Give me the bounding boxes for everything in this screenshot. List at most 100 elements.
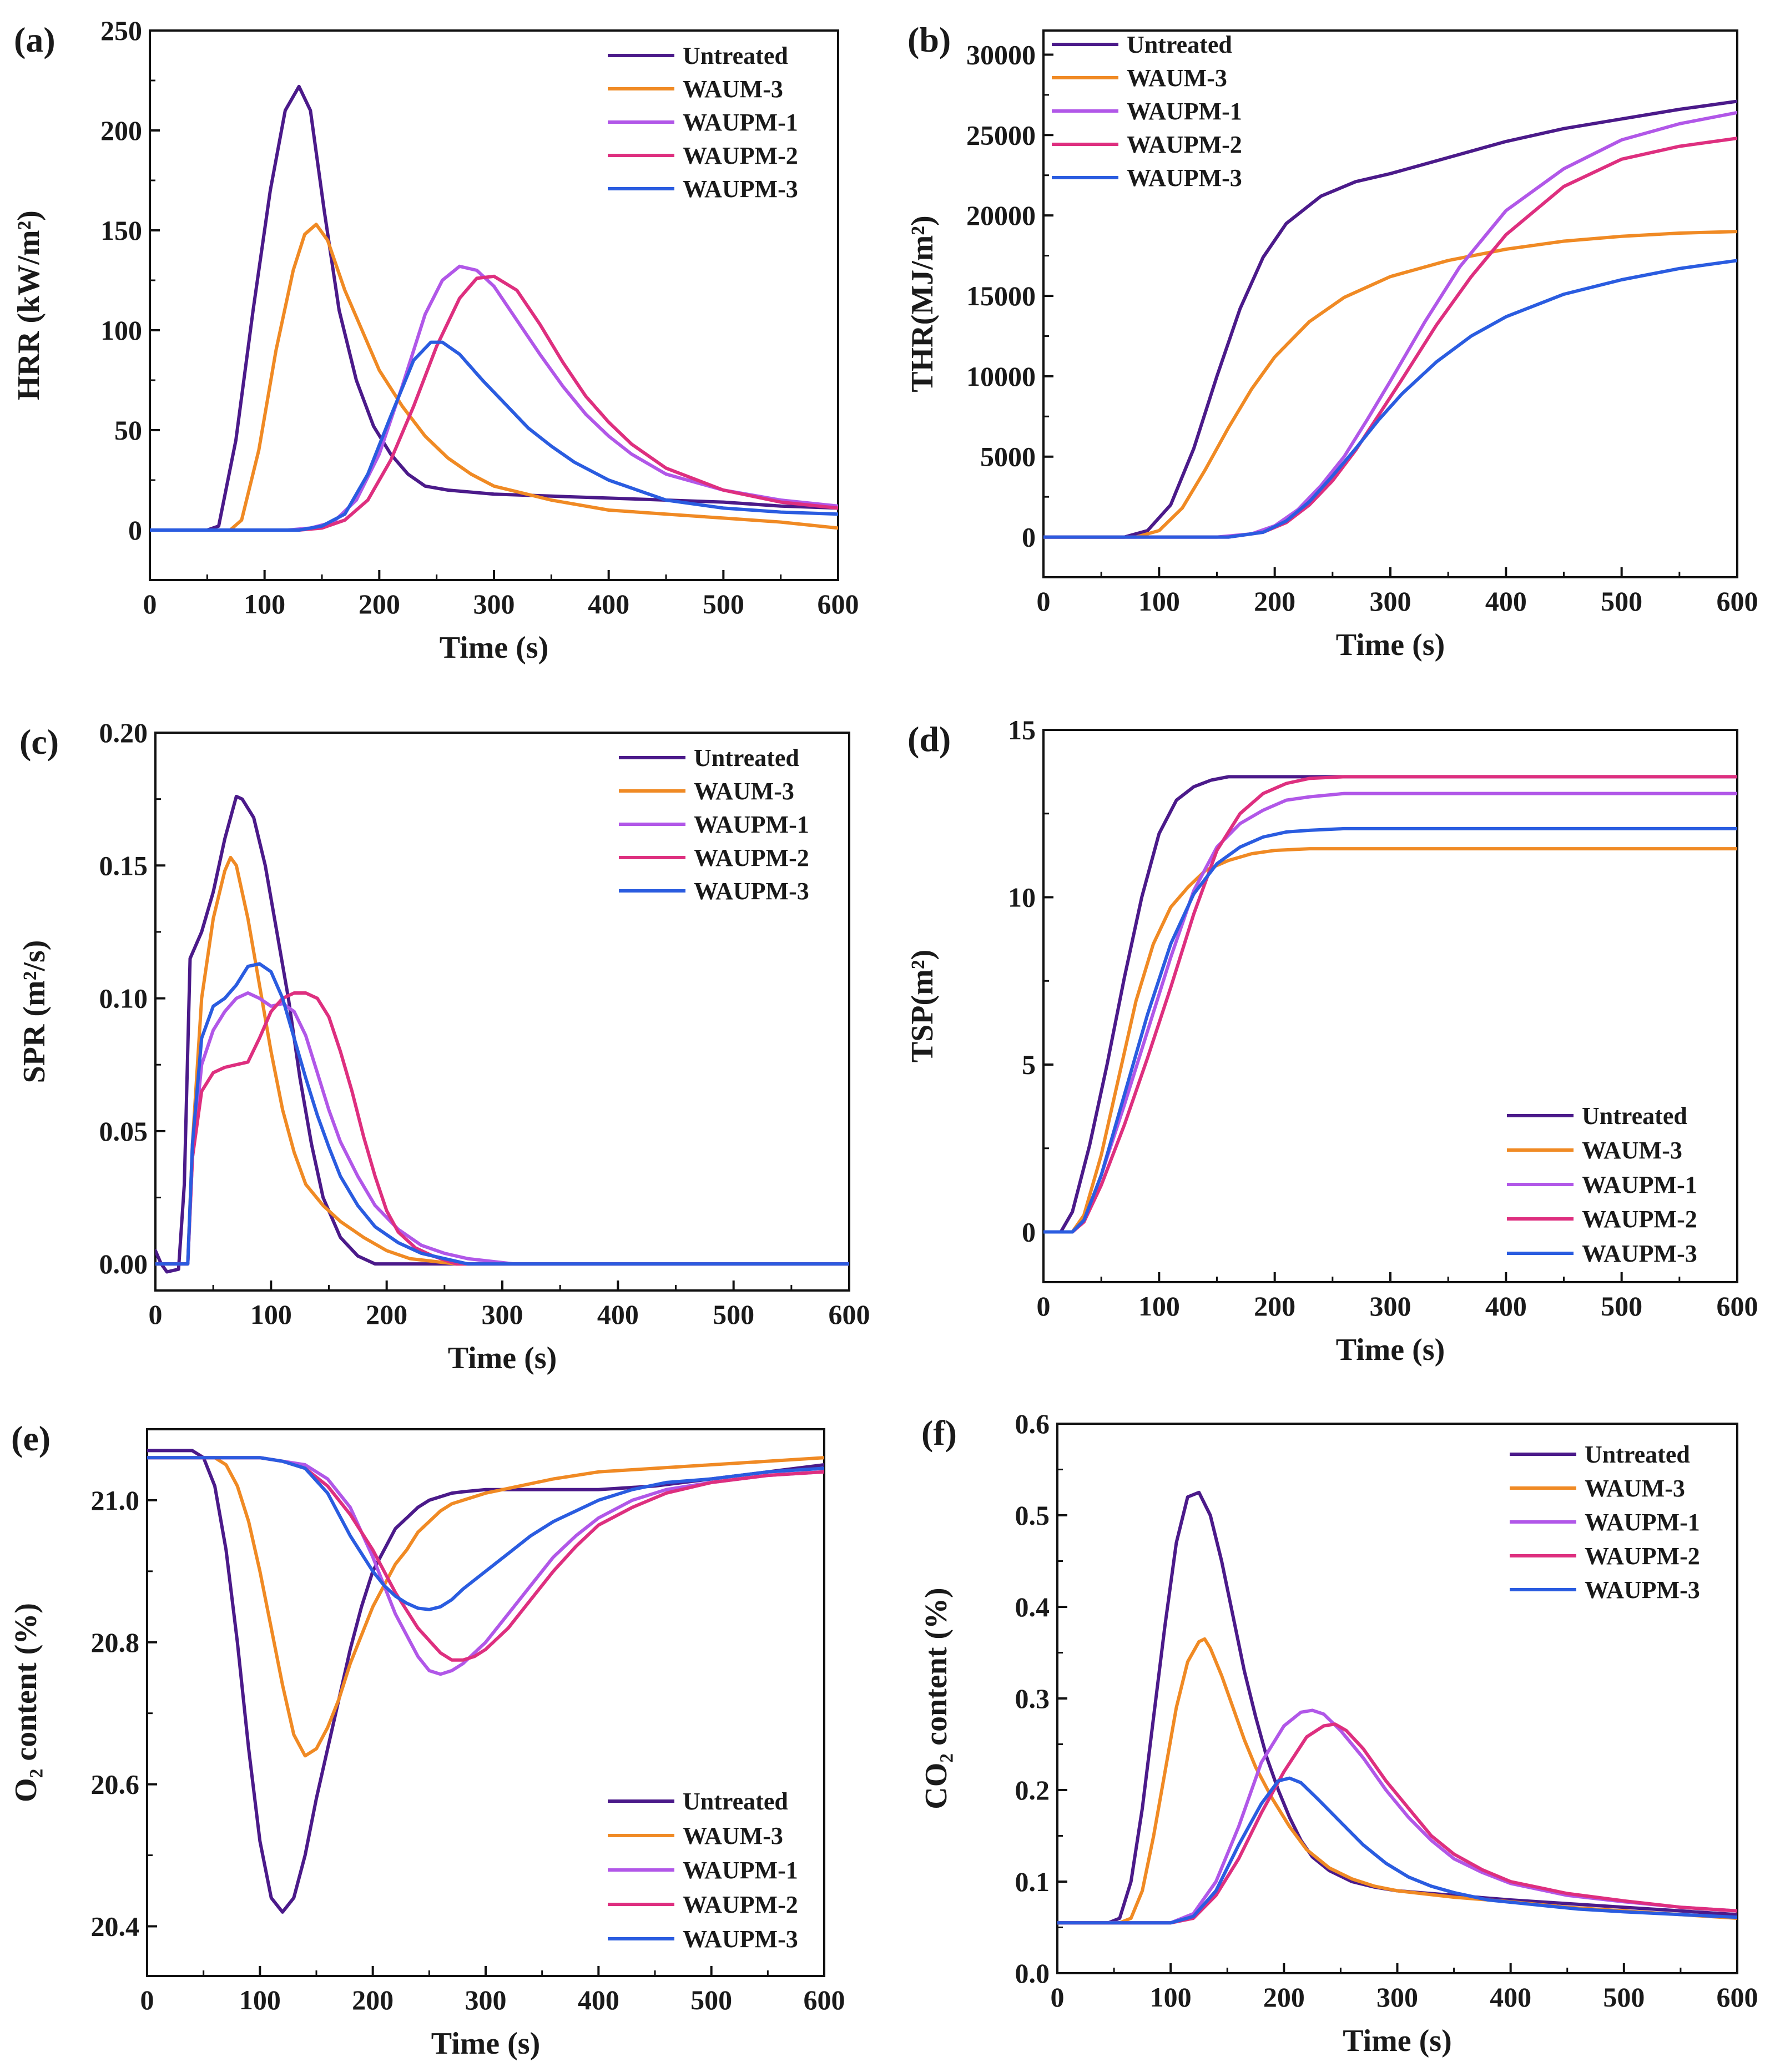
x-tick-label: 600 [1717,1290,1758,1322]
x-tick-label: 500 [713,1299,754,1330]
y-tick-label: 150 [100,215,142,246]
series-line-waupm-1 [1043,110,1737,539]
x-tick-label: 200 [1263,1982,1305,2013]
y-tick-label: 0 [1022,1217,1036,1248]
x-tick-label: 100 [1138,1290,1180,1322]
x-tick-label: 500 [703,588,744,619]
y-tick-label: 250 [100,15,142,46]
panel-label: (b) [907,20,951,59]
series-group [1043,99,1737,539]
series-line-waum-3 [1043,847,1737,1234]
chart-panel-c: 0 100 200 300 400 500 600 0.00 0.05 0.10 0.15 0.20 T… [17,717,870,1375]
series-line-waupm-1 [1057,1708,1737,1925]
legend-label: WAUM-3 [694,778,794,805]
series-line-untreated [1043,99,1737,539]
legend-label: WAUPM-3 [1585,1576,1700,1604]
legend-label: WAUPM-2 [1127,131,1242,158]
series-line-waupm-2 [150,274,838,532]
y-tick-label: 5000 [980,441,1036,472]
x-tick-label: 200 [1254,1290,1295,1322]
y-tick-label: 200 [100,115,142,146]
legend-label: WAUM-3 [683,75,783,103]
legend-label: WAUPM-3 [683,1925,798,1953]
series-line-waupm-3 [1043,259,1737,539]
series-group [1043,775,1737,1234]
legend-label: WAUM-3 [1127,64,1227,92]
x-tick-label: 400 [1485,1290,1527,1322]
y-axis-title: O₂ content (%) [9,1603,43,1802]
y-tick-label: 20.4 [91,1910,140,1942]
legend-label: Untreated [1582,1102,1687,1130]
x-tick-label: 100 [1150,1982,1192,2013]
x-tick-label: 300 [482,1299,523,1330]
y-tick-label: 5 [1022,1049,1036,1080]
series-line-waum-3 [150,223,838,532]
x-tick-label: 600 [1717,586,1758,617]
legend-label: Untreated [694,744,799,772]
legend-label: WAUPM-3 [694,878,809,905]
chart-panel-f: 0 100 200 300 400 500 600 0.0 0.1 0.2 0.3 0.4 0.5 0.6… [919,1408,1758,2058]
y-tick-label: 21.0 [91,1485,140,1516]
x-axis-title: Time (s) [431,2026,541,2061]
legend-label: WAUPM-1 [683,1857,798,1884]
panel-label: (d) [907,719,951,759]
series-line-untreated [1043,775,1737,1234]
x-tick-label: 400 [597,1299,639,1330]
x-tick-label: 600 [829,1299,870,1330]
legend-label: WAUM-3 [683,1822,783,1849]
x-tick-label: 300 [465,1984,507,2015]
legend-label: WAUPM-3 [1582,1240,1697,1267]
x-tick-label: 300 [1376,1982,1418,2013]
chart-panel-e: 0 100 200 300 400 500 600 20.4 20.6 20.8 21.0 Time … [9,1419,845,2061]
legend: Untreated WAUM-3 WAUPM-1 WAUPM-2 WAUPM-3 [1510,1441,1700,1604]
legend-label: WAUPM-1 [1127,98,1242,125]
legend-label: Untreated [1127,31,1232,58]
x-axis-title: Time (s) [440,631,549,665]
legend-label: WAUPM-1 [1585,1509,1700,1536]
legend-label: WAUPM-2 [683,142,798,169]
x-axis-title: Time (s) [1336,1333,1445,1367]
x-tick-label: 500 [1601,586,1642,617]
y-tick-label: 0.2 [1015,1774,1050,1806]
x-tick-label: 0 [143,588,157,619]
y-tick-label: 0.4 [1015,1591,1050,1622]
y-tick-label: 30000 [966,39,1036,70]
y-tick-label: 20.8 [91,1627,140,1658]
chart-panel-a: 0 100 200 300 400 500 600 0 50 100 150 200 250 Time (… [12,15,859,665]
legend-label: WAUPM-2 [1585,1542,1700,1570]
y-tick-label: 0.6 [1015,1408,1050,1439]
plot-frame-d [1042,729,1738,1283]
x-tick-label: 100 [1138,586,1180,617]
legend: Untreated WAUM-3 WAUPM-1 WAUPM-2 WAUPM-3 [1052,31,1242,191]
y-tick-label: 0.3 [1015,1683,1050,1714]
x-tick-label: 600 [818,588,859,619]
panel-label: (c) [19,722,59,762]
y-axis-title: TSP(m²) [905,950,940,1062]
series-line-waupm-3 [1057,1776,1737,1925]
chart-panel-b: 0 100 200 300 400 500 600 0 5000 10000 15000 20000 2… [905,20,1758,662]
y-axis-title: HRR (kW/m²) [12,210,46,400]
x-tick-label: 200 [366,1299,407,1330]
legend-label: WAUPM-1 [694,811,809,838]
series-line-waupm-2 [147,1456,824,1662]
y-tick-label: 0.00 [99,1248,148,1279]
y-axis-title: CO₂ content (%) [919,1587,954,1809]
y-tick-label: 50 [114,415,142,446]
series-line-waupm-3 [155,962,849,1266]
y-axis-title: SPR (m²/s) [17,940,52,1083]
panel-label: (a) [14,20,56,59]
series-line-untreated [150,84,838,532]
legend-label: WAUPM-1 [1582,1171,1697,1198]
x-tick-label: 400 [1485,586,1527,617]
series-group [1057,1490,1737,1925]
y-tick-label: 20000 [966,200,1036,231]
y-tick-label: 0 [1022,522,1036,553]
x-tick-label: 500 [690,1984,732,2015]
legend-label: WAUPM-1 [683,109,798,136]
y-tick-label: 0.15 [99,850,148,881]
y-tick-label: 0.05 [99,1116,148,1147]
x-tick-label: 100 [244,588,285,619]
y-tick-label: 15 [1008,714,1036,745]
series-line-waupm-3 [150,340,838,532]
